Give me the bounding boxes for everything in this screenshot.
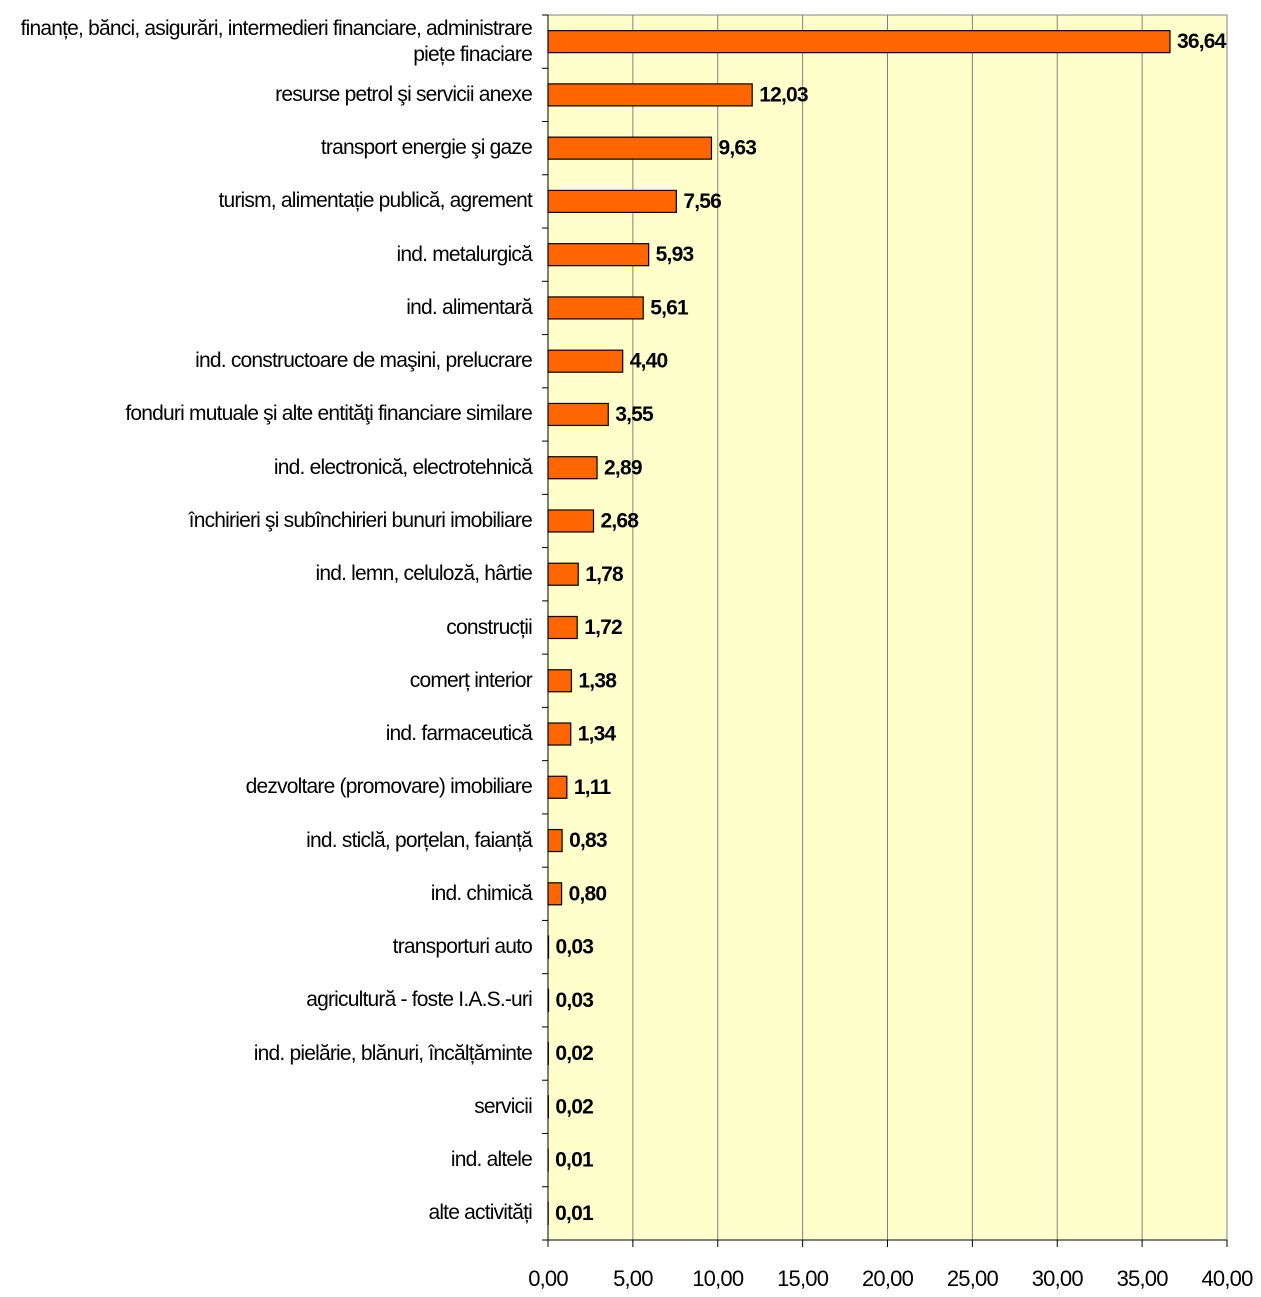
category-label: servicii [474,1094,533,1118]
value-label: 1,11 [574,776,612,799]
value-label: 0,02 [555,1095,593,1118]
value-label: 0,03 [556,989,594,1012]
category-label: dezvoltare (promovare) imobiliare [245,775,533,799]
bar [547,669,573,693]
category-label: turism, alimentație publică, agrement [218,189,532,213]
category-label: comerț interior [409,668,533,692]
bar [547,722,572,746]
category-label: transport energie şi gaze [320,136,533,160]
x-tick-label: 0,00 [528,1266,568,1291]
category-label: ind. pielărie, blănuri, încălțăminte [253,1041,533,1065]
x-tick-label: 5,00 [613,1266,653,1291]
value-label: 0,01 [555,1202,594,1225]
bar [547,828,563,853]
value-label: 0,02 [555,1042,593,1065]
category-label: ind. electronică, electrotehnică [273,455,533,479]
x-tick-label: 30,00 [1032,1266,1084,1291]
category-label: ind. chimică [430,881,533,905]
value-label: 0,01 [555,1149,594,1172]
x-tick-label: 10,00 [692,1266,744,1291]
bar [547,296,644,320]
value-label: 1,72 [584,616,622,639]
bar [547,402,609,427]
bar [547,349,624,373]
category-label: ind. metalurgică [396,242,533,266]
bar [547,136,713,160]
category-label: alte activități [428,1201,532,1225]
value-label: 0,80 [569,882,607,905]
x-tick-label: 15,00 [777,1266,829,1291]
x-tick-label: 20,00 [862,1266,914,1291]
bar [547,935,550,959]
value-label: 2,89 [604,456,642,479]
bar [547,775,568,799]
value-label: 9,63 [718,137,756,160]
category-label: ind. constructoare de maşini, prelucrare [195,349,533,373]
x-tick-label: 40,00 [1201,1266,1253,1291]
value-label: 1,38 [578,669,617,692]
bar [547,988,550,1012]
category-label: construcții [446,615,533,639]
x-tick-label: 25,00 [947,1266,999,1291]
category-label: agricultură - foste I.A.S.-uri [306,988,533,1012]
category-label: finanțe, bănci, asigurări, intermedieri … [20,16,533,66]
bar [547,30,1171,54]
value-label: 3,55 [615,403,654,426]
bar [547,615,578,640]
value-label: 2,68 [600,510,639,533]
value-label: 7,56 [683,190,721,213]
category-label: fonduri mutuale şi alte entităţi financi… [125,402,532,426]
category-label: ind. farmaceutică [385,722,533,746]
value-label: 5,93 [656,243,694,266]
category-label: transporturi auto [392,935,533,959]
bar [547,562,579,586]
bar [547,509,595,533]
category-label: ind. alimentară [406,295,533,319]
value-label: 36,64 [1177,30,1227,53]
category-label: resurse petrol şi servicii anexe [275,82,533,106]
bar [547,882,563,906]
category-label: ind. lemn, celuloză, hârtie [315,562,532,586]
bar [547,189,677,214]
value-label: 1,78 [585,563,624,586]
category-label: ind. sticlă, porțelan, faianță [306,828,533,852]
value-label: 12,03 [759,83,808,106]
value-label: 5,61 [650,296,689,319]
value-label: 1,34 [578,723,617,746]
value-label: 0,83 [569,829,607,852]
value-label: 0,03 [556,936,594,959]
category-label: ind. altele [450,1148,533,1172]
x-tick-label: 35,00 [1117,1266,1169,1291]
category-label: închirieri şi subînchirieri bunuri imobi… [188,508,533,532]
bar [547,83,753,107]
value-label: 4,40 [630,350,668,373]
bar [547,456,598,480]
bar [547,243,650,267]
